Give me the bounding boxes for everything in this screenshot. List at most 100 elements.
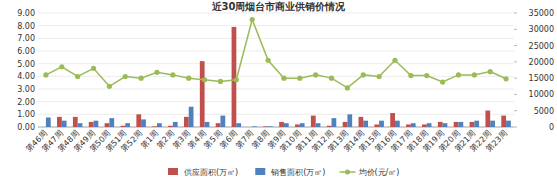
marker [139,76,144,81]
bar [57,117,62,127]
marker [91,66,96,71]
bar [443,123,448,127]
x-tick-label: 第23周 [484,129,509,154]
marker [424,73,429,78]
bar [316,123,321,127]
marker [392,58,397,63]
bar [173,122,178,127]
marker [440,79,445,84]
y-tick-label: 2.00 [17,98,35,107]
marker [59,64,64,69]
bar [347,114,352,127]
marker [472,72,477,77]
bar [332,118,337,127]
y2-tick [514,29,517,30]
marker [107,84,112,89]
bar [284,123,289,127]
y-tick-label: 3.00 [17,85,35,94]
marker [329,76,334,81]
grid-line [38,25,514,26]
bar [501,116,506,127]
bar [220,116,225,127]
grid-line [38,63,514,64]
grid-line [38,101,514,102]
bar [109,118,114,127]
bar [205,122,210,127]
line [46,20,506,88]
bar [216,123,221,127]
grid-line [38,51,514,52]
bar [438,122,443,127]
marker [488,69,493,74]
bar [458,122,463,127]
bar [422,124,427,127]
bar [62,121,67,127]
y-tick-label: 6.00 [17,47,35,56]
marker [361,72,366,77]
legend-swatch [345,170,350,175]
bar [327,126,332,127]
y2-tick [514,61,517,62]
y2-tick [514,94,517,95]
marker [123,74,128,79]
y2-tick-label: 0 [549,123,554,132]
marker [250,17,255,22]
y2-tick-label: 20000 [529,58,554,67]
bar [343,122,348,127]
bar [200,61,205,127]
y2-tick [514,78,517,79]
legend-label: 销售面积(万㎡) [270,168,325,177]
bar [136,114,141,127]
bar [490,121,495,127]
marker [503,76,508,81]
bar [125,123,130,127]
bar [263,126,268,127]
y2-tick [514,110,517,111]
title: 近30周烟台市商业供销价情况 [211,1,347,12]
y2-tick-label: 25000 [529,42,554,51]
bar [46,118,51,128]
bar [247,127,252,128]
bar [184,117,189,127]
bar [121,126,126,127]
marker [281,76,286,81]
bar [374,124,379,127]
bar [359,117,364,127]
bar [295,124,300,127]
marker [408,73,413,78]
y-tick-label: 7.00 [17,34,35,43]
grid-line [38,114,514,115]
y2-tick-label: 15000 [529,74,554,83]
bar [363,121,368,127]
y-tick-label: 0.00 [17,123,35,132]
bar [73,117,78,127]
bar [141,119,146,127]
chart: 近30周烟台市商业供销价情况0.001.002.003.004.005.006.… [0,0,557,186]
bar [168,126,173,127]
bar [94,121,99,127]
bar [506,121,511,127]
bar [41,127,46,128]
marker [202,77,207,82]
bar [311,116,316,127]
y2-tick-label: 10000 [529,90,554,99]
marker [186,76,191,81]
bar [395,121,400,127]
y2-tick [514,45,517,46]
marker [43,72,48,77]
y2-tick-label: 35000 [529,9,554,18]
bar [454,122,459,127]
bar [236,123,241,127]
legend-swatch [168,168,178,175]
marker [218,79,223,84]
legend-label: 均价(元/㎡) [358,168,400,177]
marker [170,72,175,77]
marker [154,70,159,75]
bar [300,123,305,127]
grid-line [38,76,514,77]
bar [427,123,432,127]
marker [456,72,461,77]
bar [232,27,237,127]
marker [345,85,350,90]
y2-tick [514,13,517,14]
